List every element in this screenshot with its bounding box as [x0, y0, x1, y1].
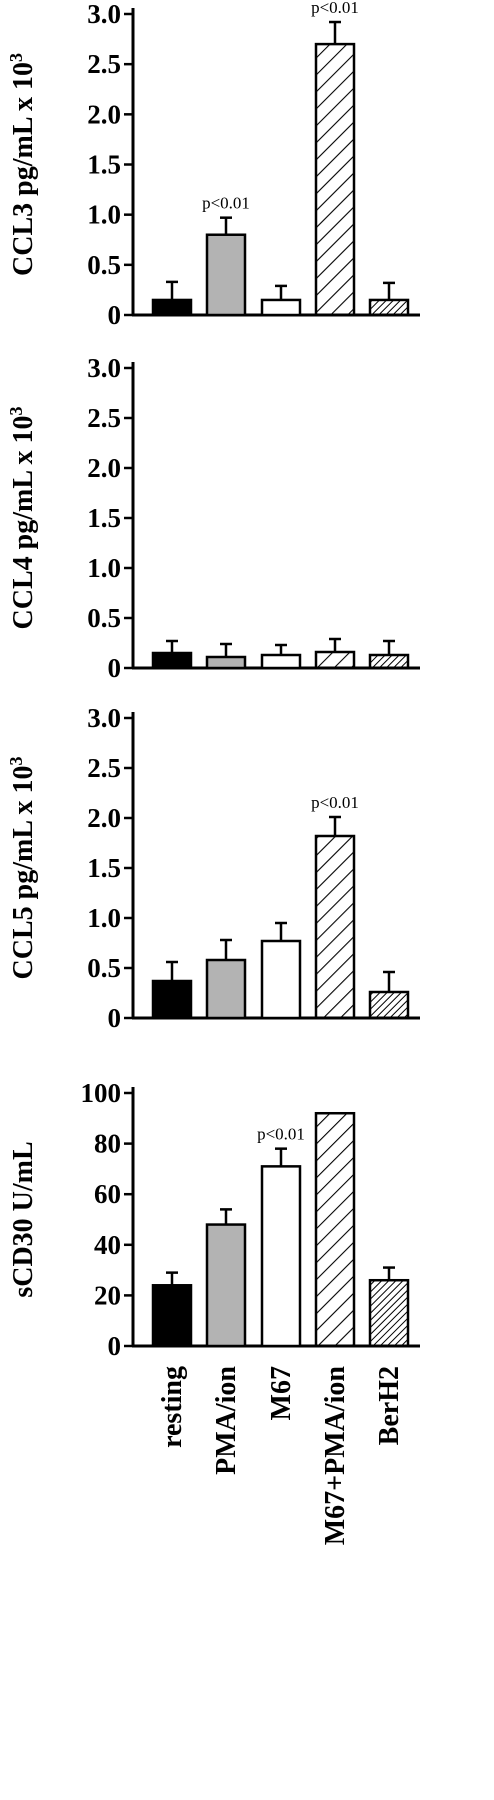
bar-berh2 [368, 1278, 410, 1348]
bar-resting [151, 1284, 193, 1348]
significance-label: p<0.01 [311, 793, 359, 812]
bar-m67 [260, 298, 302, 317]
significance-label: p<0.01 [202, 194, 250, 213]
bar-pma-ion [205, 233, 247, 317]
chart-panel-2: 0 0.5 1.0 1.5 2.0 2.5 3.0 CCL4 pg/mL x 103 [6, 353, 420, 683]
y-tick-label: 0 [108, 1003, 122, 1033]
x-category-label: resting [157, 1366, 188, 1448]
y-tick-label: 0 [108, 653, 122, 683]
bar-m67-pma-ion [314, 650, 356, 670]
y-tick-label: 3.0 [87, 353, 121, 383]
y-tick-label: 1.5 [87, 503, 121, 533]
significance-label: p<0.01 [311, 0, 359, 17]
y-tick-label: 0 [108, 300, 122, 330]
chart-panel-4: 0 20 40 60 80 100 sCD30 U/mL p<0.01 [8, 1078, 420, 1361]
y-tick-label: 1.0 [87, 553, 121, 583]
y-tick-label: 0 [108, 1331, 122, 1361]
y-axis-label: CCL3 pg/mL x 103 [6, 53, 39, 276]
significance-label: p<0.01 [257, 1125, 305, 1144]
bar-resting [151, 979, 193, 1020]
chart-panel-1: 0 0.5 1.0 1.5 2.0 2.5 3.0 CCL3 pg/mL x 103 p<0.0… [6, 0, 420, 330]
y-tick-label: 0.5 [87, 603, 121, 633]
x-category-label: M67 [266, 1366, 297, 1420]
y-tick-label: 2.0 [87, 99, 121, 129]
bar-m67-pma-ion [314, 834, 356, 1020]
y-tick-label: 3.0 [87, 0, 121, 29]
y-tick-label: 60 [94, 1179, 121, 1209]
y-tick-label: 2.5 [87, 403, 121, 433]
bar-resting [151, 651, 193, 670]
chart-panel-3: 0 0.5 1.0 1.5 2.0 2.5 3.0 CCL5 pg/mL x 103 p<0.0… [6, 703, 420, 1033]
y-tick-label: 1.0 [87, 200, 121, 230]
y-tick-label: 1.0 [87, 903, 121, 933]
y-tick-label: 2.0 [87, 803, 121, 833]
bar-m67 [260, 939, 302, 1020]
bar-pma-ion [205, 655, 247, 670]
bar-m67-pma-ion [314, 42, 356, 317]
bar-berh2 [368, 298, 410, 317]
x-category-label: BerH2 [374, 1366, 405, 1445]
bar-pma-ion [205, 1223, 247, 1348]
bar-berh2 [368, 990, 410, 1020]
y-tick-label: 2.5 [87, 49, 121, 79]
bar-m67 [260, 653, 302, 670]
x-category-label: PMA/ion [211, 1366, 242, 1475]
y-tick-label: 3.0 [87, 703, 121, 733]
y-tick-label: 40 [94, 1230, 121, 1260]
y-tick-label: 20 [94, 1280, 121, 1310]
y-tick-label: 0.5 [87, 953, 121, 983]
bar-pma-ion [205, 958, 247, 1020]
y-tick-label: 1.5 [87, 853, 121, 883]
y-tick-label: 80 [94, 1129, 121, 1159]
category-labels: resting PMA/ion M67 M67+PMA/ion BerH2 [157, 1366, 405, 1546]
bar-m67 [260, 1165, 302, 1348]
y-tick-label: 1.5 [87, 150, 121, 180]
bar-resting [151, 298, 193, 317]
y-axis-label: CCL4 pg/mL x 103 [6, 407, 39, 630]
y-tick-label: 2.5 [87, 753, 121, 783]
bar-berh2 [368, 653, 410, 670]
y-axis-label: sCD30 U/mL [8, 1141, 39, 1297]
x-category-label: M67+PMA/ion [320, 1366, 351, 1546]
bar-m67-pma-ion [314, 1111, 356, 1348]
y-tick-label: 2.0 [87, 453, 121, 483]
y-tick-label: 100 [81, 1078, 122, 1108]
y-axis-label: CCL5 pg/mL x 103 [6, 757, 39, 980]
y-tick-label: 0.5 [87, 250, 121, 280]
